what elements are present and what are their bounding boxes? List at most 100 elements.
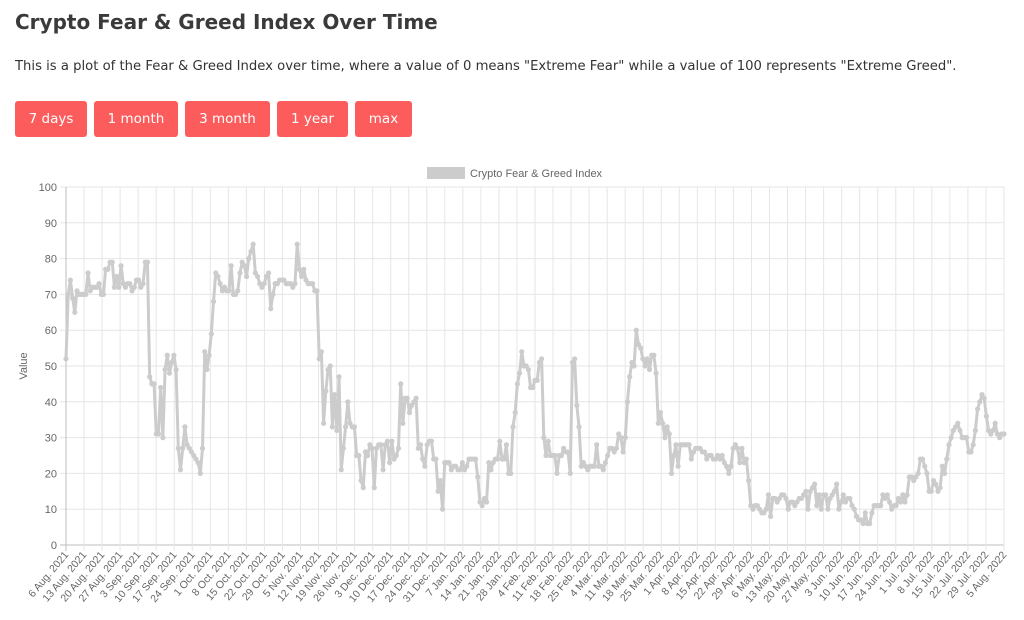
data-point [296, 266, 302, 272]
data-point [574, 402, 580, 408]
chart-grid [60, 186, 1005, 551]
data-point [155, 431, 162, 437]
data-point [624, 399, 631, 405]
data-point [215, 273, 221, 280]
data-point [644, 356, 650, 362]
data-point [389, 438, 395, 444]
data-point [638, 345, 644, 351]
data-point [534, 377, 540, 383]
data-point [675, 463, 681, 469]
data-point [862, 510, 868, 516]
data-point [847, 495, 853, 502]
data-point [336, 374, 342, 380]
data-point [631, 363, 637, 369]
data-point [439, 506, 446, 512]
data-point [85, 270, 91, 276]
data-point [728, 463, 734, 469]
data-point [243, 273, 250, 280]
data-point [398, 381, 404, 387]
legend-label: Crypto Fear & Greed Index [470, 168, 603, 180]
chart-legend[interactable]: Crypto Fear & Greed Index [427, 167, 603, 180]
page-description: This is a plot of the Fear & Greed Index… [15, 59, 957, 74]
data-point [310, 281, 316, 287]
data-point [65, 291, 71, 297]
data-point [816, 492, 822, 498]
data-point [151, 381, 157, 387]
data-point [900, 492, 906, 498]
data-point [420, 456, 426, 462]
data-point [983, 413, 989, 419]
data-point [668, 470, 675, 476]
range-button-max[interactable]: max [355, 101, 412, 137]
data-point [957, 427, 963, 434]
data-point [541, 435, 547, 441]
data-point [329, 424, 336, 430]
data-point [554, 470, 560, 476]
data-point [512, 409, 518, 416]
data-point [823, 492, 829, 498]
data-point [127, 281, 133, 287]
data-point [992, 420, 998, 426]
range-button-7-days[interactable]: 7 days [15, 101, 87, 137]
data-point [851, 506, 857, 512]
data-point [878, 503, 884, 509]
data-point [241, 263, 247, 269]
data-point [475, 474, 481, 480]
data-point [446, 460, 452, 466]
data-point [160, 435, 166, 441]
data-point [459, 460, 465, 466]
data-point [937, 485, 943, 491]
data-point [902, 499, 908, 505]
data-point [292, 281, 298, 287]
data-point [365, 452, 371, 459]
data-point [946, 442, 952, 448]
data-point [785, 506, 791, 512]
data-point [72, 309, 78, 315]
y-tick-label: 90 [45, 218, 57, 230]
data-point [972, 427, 978, 434]
data-point [763, 506, 769, 512]
range-button-3-month[interactable]: 3 month [185, 101, 270, 137]
data-point [897, 499, 904, 505]
data-point [664, 424, 670, 430]
data-point [340, 445, 347, 451]
y-tick-label: 40 [45, 397, 57, 409]
data-point [250, 241, 256, 247]
data-point [924, 470, 930, 476]
data-point [620, 449, 626, 455]
data-point [723, 463, 730, 469]
data-point [360, 485, 366, 491]
data-point [904, 492, 910, 498]
data-point [814, 503, 820, 509]
data-point [933, 481, 939, 487]
data-point [981, 395, 987, 401]
data-point [140, 281, 146, 287]
data-point [177, 467, 184, 473]
data-point [488, 467, 494, 473]
data-point [464, 463, 470, 469]
data-point [831, 488, 838, 494]
data-point [1001, 431, 1007, 437]
data-point [963, 435, 970, 441]
range-button-1-month[interactable]: 1 month [94, 101, 178, 137]
data-point [147, 374, 153, 380]
data-point [378, 442, 384, 448]
data-point [642, 363, 648, 369]
data-point [217, 281, 223, 287]
data-point [494, 456, 501, 462]
data-point [605, 452, 611, 459]
data-point [591, 463, 598, 469]
y-tick-label: 80 [45, 254, 57, 266]
data-point [543, 452, 549, 459]
range-button-1-year[interactable]: 1 year [277, 101, 348, 137]
y-tick-label: 100 [39, 182, 57, 194]
data-point [437, 477, 443, 484]
data-point [270, 291, 276, 297]
data-point [400, 420, 406, 426]
data-point [552, 452, 558, 459]
data-point [622, 435, 628, 441]
data-point [666, 431, 672, 437]
data-point [671, 452, 677, 459]
data-point [840, 492, 846, 498]
